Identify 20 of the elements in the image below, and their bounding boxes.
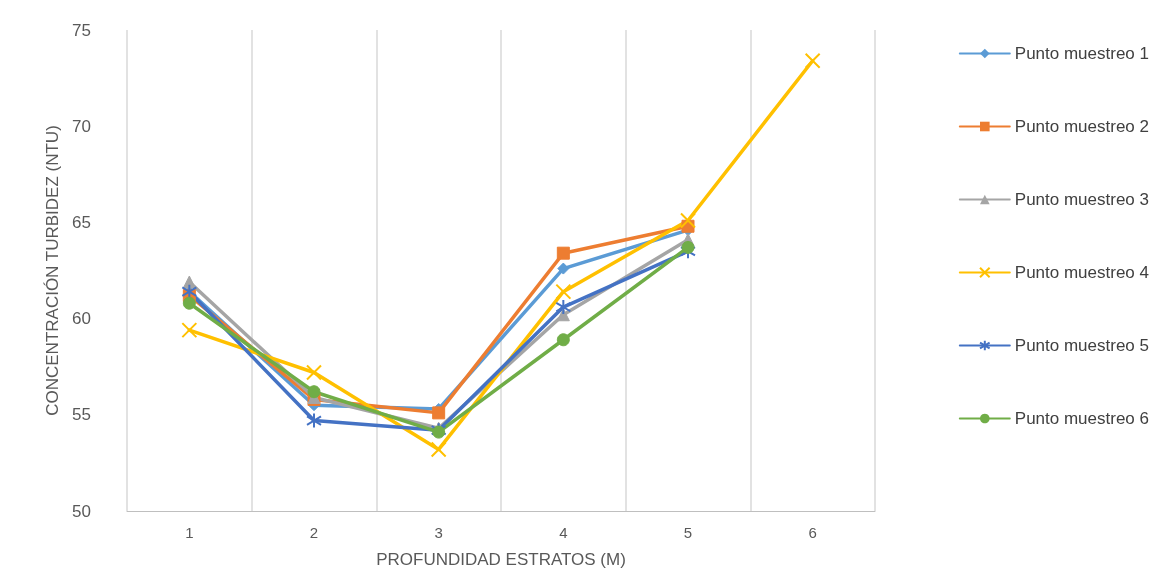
legend-label: Punto muestreo 6 — [1014, 409, 1150, 428]
legend-label: Punto muestreo 3 — [1014, 190, 1150, 209]
legend-label: Punto muestreo 1 — [1014, 44, 1150, 63]
x-tick-label: 5 — [683, 524, 693, 541]
y-tick-label: 75 — [72, 20, 91, 40]
legend-label: Punto muestreo 2 — [1014, 117, 1150, 136]
y-tick-label: 60 — [72, 309, 91, 329]
y-tick-label: 70 — [72, 116, 91, 136]
legend-label: Punto muestreo 5 — [1014, 336, 1150, 355]
x-tick-label: 2 — [309, 524, 319, 541]
x-tick-label: 4 — [559, 524, 568, 541]
y-tick-label: 65 — [72, 212, 91, 232]
x-axis-title: PROFUNDIDAD ESTRATOS (M) — [376, 550, 626, 569]
x-tick-label: 1 — [185, 524, 194, 541]
x-tick-label: 6 — [808, 524, 817, 541]
legend-label: Punto muestreo 4 — [1014, 263, 1150, 282]
y-axis-title: CONCENTRACIÓN TURBIDEZ (NTU) — [43, 125, 63, 416]
y-tick-label: 50 — [72, 501, 91, 521]
y-tick-label: 55 — [72, 405, 91, 425]
x-tick-label: 3 — [434, 524, 443, 541]
